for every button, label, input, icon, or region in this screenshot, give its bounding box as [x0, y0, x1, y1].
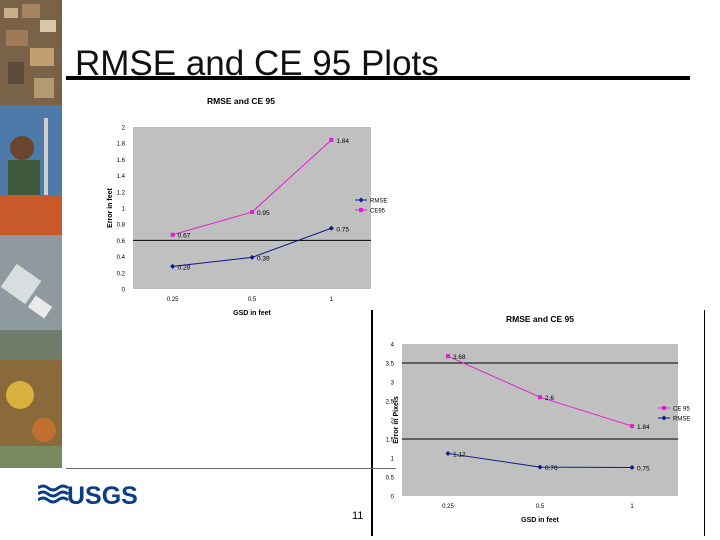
y-tick-label: 2.5 — [386, 400, 395, 406]
data-label: 0.75 — [637, 466, 650, 473]
chart-pixels: RMSE and CE 95 0 0.5 1 1.5 2 2.5 3 3.5 4 0.25 0.5 1 G… — [386, 314, 691, 524]
chart-frame-right — [704, 310, 705, 536]
data-label: 3.68 — [453, 354, 466, 361]
y-tick-label: 0 — [391, 495, 395, 501]
x-tick-label: 1 — [330, 297, 334, 303]
y-tick-label: 0.8 — [117, 223, 126, 229]
usgs-logo-text: USGS — [67, 482, 138, 508]
data-label: 0.76 — [545, 465, 558, 472]
data-label: 0.75 — [336, 226, 349, 233]
y-tick-label: 2 — [122, 126, 126, 132]
legend-label: CE 95 — [673, 407, 690, 413]
y-tick-label: 3.5 — [386, 362, 395, 368]
plot-area — [402, 344, 678, 496]
x-tick-label: 0.25 — [167, 297, 179, 303]
y-tick-label: 1 — [122, 207, 126, 213]
chart-frame-left — [371, 310, 373, 536]
y-tick-label: 1.4 — [117, 174, 126, 180]
data-label: 0.67 — [178, 233, 191, 240]
x-axis-label: GSD in feet — [233, 310, 271, 317]
data-point — [170, 263, 176, 269]
y-tick-label: 4 — [391, 343, 395, 349]
data-label: 1.84 — [637, 424, 650, 431]
legend-marker — [661, 415, 667, 421]
data-label: 0.28 — [178, 264, 191, 271]
x-tick-label: 0.25 — [442, 504, 454, 510]
y-tick-label: 1.8 — [117, 142, 126, 148]
data-label: 1.12 — [453, 451, 466, 458]
x-tick-label: 0.5 — [536, 504, 545, 510]
data-point — [328, 225, 334, 231]
data-point — [170, 232, 175, 237]
y-tick-label: 0.2 — [117, 271, 126, 277]
footer-divider — [66, 468, 396, 469]
photo-collage-sidebar — [0, 0, 62, 468]
data-label: 0.39 — [257, 255, 270, 262]
y-tick-label: 1.6 — [117, 158, 126, 164]
x-axis-label: GSD in feet — [521, 517, 559, 524]
y-tick-label: 0.4 — [117, 255, 126, 261]
data-point — [537, 464, 543, 470]
legend-label: RMSE — [370, 199, 387, 205]
legend-label: CE95 — [370, 209, 386, 215]
x-tick-label: 1 — [630, 504, 634, 510]
y-tick-label: 1.5 — [386, 438, 395, 444]
y-tick-label: 0.6 — [117, 239, 126, 245]
data-point — [250, 210, 254, 215]
data-label: 0.95 — [257, 210, 270, 217]
y-tick-label: 3 — [391, 381, 395, 387]
legend-marker — [359, 208, 363, 212]
data-point — [629, 465, 635, 470]
x-tick-label: 0.5 — [248, 297, 257, 303]
plot-area — [133, 127, 371, 289]
y-tick-label: 1 — [391, 457, 395, 463]
usgs-logo: USGS — [38, 482, 138, 508]
y-axis-label: Error in Pixels — [393, 396, 400, 444]
chart-feet: RMSE and CE 95 0 0.2 0.4 0.6 0.8 1 1.2 1.4 1.6 1.8… — [107, 96, 387, 317]
data-point — [538, 395, 542, 400]
chart-title: RMSE and CE 95 — [506, 314, 574, 324]
y-tick-label: 1.2 — [117, 190, 126, 196]
data-point — [446, 354, 450, 359]
data-point — [630, 424, 634, 429]
legend-label: RMSE — [673, 417, 690, 423]
y-tick-label: 0.5 — [386, 476, 395, 482]
data-point — [329, 137, 334, 142]
legend-marker — [662, 406, 666, 410]
title-underline — [66, 76, 690, 80]
y-tick-label: 0 — [122, 288, 126, 294]
page-number: 11 — [352, 510, 364, 522]
legend-marker — [358, 197, 364, 203]
data-label: 1.84 — [336, 138, 349, 145]
y-tick-label: 2 — [391, 419, 395, 425]
data-label: 2.6 — [545, 395, 554, 402]
chart-title: RMSE and CE 95 — [207, 96, 275, 106]
y-axis-label: Error in feet — [107, 187, 114, 227]
data-point — [445, 450, 451, 456]
data-point — [249, 254, 255, 260]
